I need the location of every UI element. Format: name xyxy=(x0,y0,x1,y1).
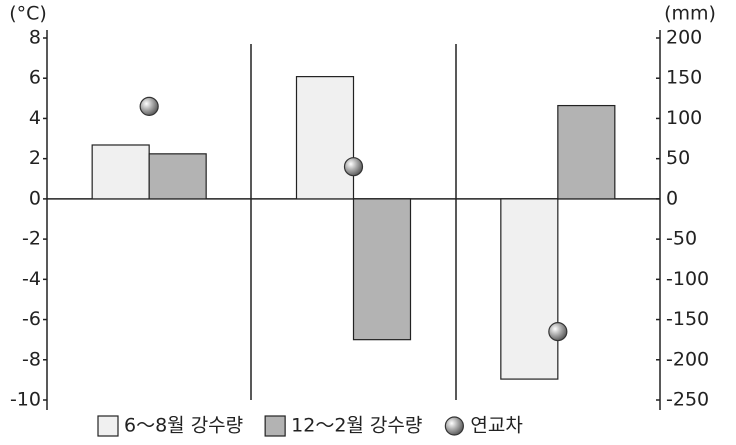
legend-swatch xyxy=(97,415,119,437)
y2-tick-label: 200 xyxy=(666,27,702,49)
y2-tick-label: 100 xyxy=(666,107,702,129)
y-tick-label: 8 xyxy=(29,27,41,49)
y-tick-label: 0 xyxy=(29,187,41,209)
bar xyxy=(148,153,207,200)
bar xyxy=(500,198,559,380)
point xyxy=(343,157,364,177)
y-axis-label: (°C) xyxy=(9,3,47,25)
y2-tick-label: -100 xyxy=(666,268,709,290)
y-tick-label: -8 xyxy=(22,348,41,370)
legend-swatch xyxy=(444,416,464,436)
y2-tick-label: 50 xyxy=(666,147,690,169)
y-tick-label: 6 xyxy=(29,67,41,89)
bar xyxy=(91,144,150,200)
point xyxy=(139,96,159,116)
y-tick-label: -10 xyxy=(10,389,41,411)
legend-swatch xyxy=(264,415,286,437)
bar xyxy=(557,104,616,200)
legend-label: 연교차 xyxy=(470,415,522,437)
y2-tick-label: -150 xyxy=(666,308,709,330)
y-tick-label: 4 xyxy=(29,107,41,129)
legend-label: 12～2월 강수량 xyxy=(291,415,422,437)
y2-axis-label: (mm) xyxy=(664,3,716,25)
point xyxy=(548,322,568,342)
legend-label: 6～8월 강수량 xyxy=(124,415,243,437)
y2-tick-label: -50 xyxy=(666,228,697,250)
y-tick-label: 2 xyxy=(29,147,41,169)
bar xyxy=(352,198,412,341)
y2-tick-label: -250 xyxy=(666,389,709,411)
y-tick-label: -4 xyxy=(22,268,41,290)
bar xyxy=(295,76,355,200)
y2-tick-label: -200 xyxy=(666,348,709,370)
y-tick-label: -2 xyxy=(22,228,41,250)
y-tick-label: -6 xyxy=(22,308,41,330)
y2-tick-label: 0 xyxy=(666,187,678,209)
y2-tick-label: 150 xyxy=(666,67,702,89)
